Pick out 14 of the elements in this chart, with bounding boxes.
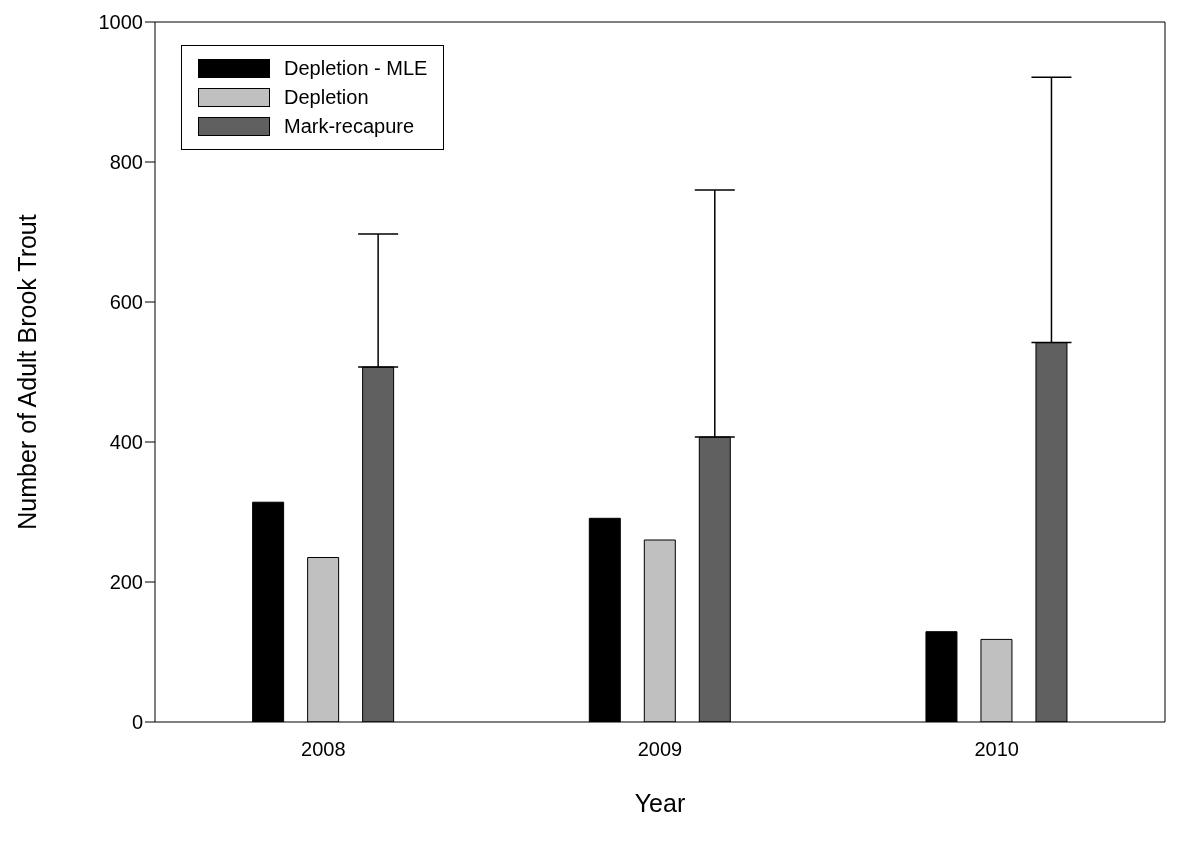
y-tick-label: 1000 — [98, 11, 143, 34]
y-tick-label: 800 — [109, 151, 143, 174]
y-tick-label: 0 — [131, 711, 143, 734]
y-tick-label: 200 — [109, 571, 143, 594]
x-tick-label: 2008 — [301, 738, 346, 761]
y-axis-title: Number of Adult Brook Trout — [12, 214, 41, 530]
legend-label: Depletion - MLE — [284, 57, 428, 80]
legend-label: Depletion — [284, 86, 369, 109]
x-axis-title: Year — [634, 789, 686, 817]
y-tick-label: 600 — [109, 291, 143, 314]
legend-label: Mark-recapure — [284, 115, 415, 138]
x-tick-label: 2010 — [974, 738, 1019, 761]
x-tick-label: 2009 — [637, 738, 683, 761]
y-tick-label: 400 — [109, 431, 143, 454]
